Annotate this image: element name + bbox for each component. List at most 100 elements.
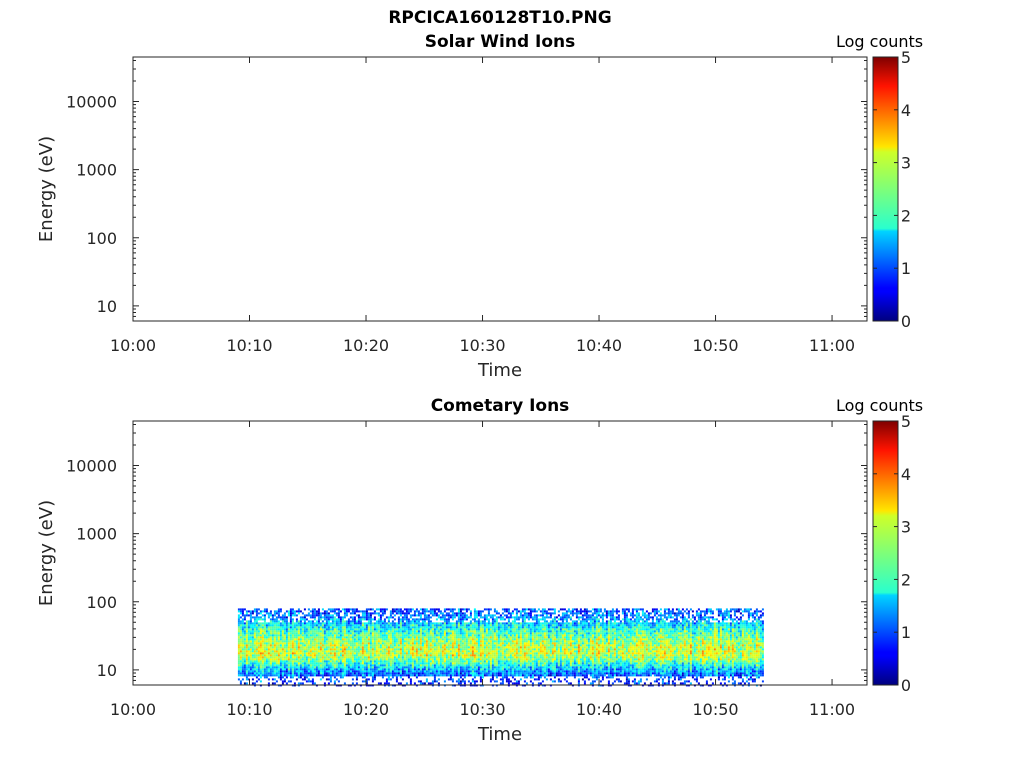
spectrogram-cell	[373, 654, 376, 657]
spectrogram-cell	[415, 622, 418, 625]
spectrogram-cell	[303, 630, 306, 633]
spectrogram-cell	[513, 660, 516, 663]
spectrogram-cell	[345, 608, 348, 611]
spectrogram-cell	[281, 618, 284, 621]
spectrogram-cell	[491, 644, 494, 647]
spectrogram-cell	[379, 682, 382, 685]
spectrogram-cell	[371, 622, 374, 625]
spectrogram-cell	[315, 612, 318, 615]
spectrogram-cell	[397, 668, 400, 671]
spectrogram-cell	[321, 620, 324, 623]
spectrogram-cell	[241, 674, 244, 677]
spectrogram-cell	[407, 622, 410, 625]
spectrogram-cell	[275, 638, 278, 641]
spectrogram-cell	[469, 620, 472, 623]
spectrogram-cell	[379, 654, 382, 657]
spectrogram-cell	[511, 644, 514, 647]
spectrogram-cell	[375, 648, 378, 651]
spectrogram-cell	[473, 632, 476, 635]
spectrogram-cell	[441, 638, 444, 641]
spectrogram-cell	[251, 632, 254, 635]
spectrogram-cell	[253, 636, 256, 639]
spectrogram-cell	[519, 628, 522, 631]
spectrogram-cell	[479, 652, 482, 655]
spectrogram-cell	[375, 670, 378, 673]
spectrogram-cell	[253, 630, 256, 633]
spectrogram-cell	[273, 666, 276, 669]
spectrogram-cell	[409, 670, 412, 673]
spectrogram-cell	[517, 656, 520, 659]
spectrogram-cell	[249, 620, 252, 623]
spectrogram-cell	[319, 612, 322, 615]
spectrogram-cell	[493, 650, 496, 653]
spectrogram-cell	[465, 664, 468, 667]
spectrogram-cell	[353, 634, 356, 637]
spectrogram-cell	[269, 652, 272, 655]
spectrogram-cell	[353, 612, 356, 615]
spectrogram-cell	[251, 666, 254, 669]
spectrogram-cell	[525, 614, 528, 617]
spectrogram-cell	[291, 608, 294, 611]
spectrogram-cell	[299, 674, 302, 677]
spectrogram-cell	[259, 668, 262, 671]
spectrogram-cell	[447, 644, 450, 647]
spectrogram-cell	[453, 646, 456, 649]
spectrogram-cell	[243, 666, 246, 669]
spectrogram-cell	[261, 630, 264, 633]
spectrogram-cell	[249, 642, 252, 645]
spectrogram-cell	[323, 630, 326, 633]
spectrogram-cell	[393, 640, 396, 643]
spectrogram-cell	[395, 678, 398, 681]
spectrogram-cell	[363, 616, 366, 619]
spectrogram-cell	[319, 660, 322, 663]
spectrogram-cell	[379, 660, 382, 663]
spectrogram-cell	[451, 642, 454, 645]
spectrogram-cell	[507, 646, 510, 649]
spectrogram-cell	[491, 670, 494, 673]
spectrogram-cell	[343, 626, 346, 629]
spectrogram-cell	[459, 656, 462, 659]
spectrogram-cell	[275, 640, 278, 643]
spectrogram-cell	[257, 636, 260, 639]
spectrogram-cell	[409, 682, 412, 685]
spectrogram-cell	[317, 612, 320, 615]
spectrogram-cell	[323, 650, 326, 653]
spectrogram-cell	[437, 674, 440, 677]
spectrogram-cell	[307, 654, 310, 657]
spectrogram-cell	[349, 664, 352, 667]
spectrogram-cell	[417, 664, 420, 667]
spectrogram-cell	[281, 648, 284, 651]
spectrogram-cell	[333, 652, 336, 655]
spectrogram-cell	[393, 610, 396, 613]
spectrogram-cell	[393, 636, 396, 639]
spectrogram-cell	[311, 658, 314, 661]
spectrogram-cell	[443, 634, 446, 637]
spectrogram-cell	[481, 634, 484, 637]
spectrogram-cell	[409, 660, 412, 663]
spectrogram-cell	[337, 622, 340, 625]
spectrogram-cell	[311, 644, 314, 647]
spectrogram-cell	[281, 650, 284, 653]
spectrogram-cell	[283, 632, 286, 635]
spectrogram-cell	[349, 668, 352, 671]
spectrogram-cell	[243, 682, 246, 685]
spectrogram-cell	[303, 662, 306, 665]
spectrogram-cell	[273, 636, 276, 639]
spectrogram-cell	[523, 632, 526, 635]
spectrogram-cell	[457, 674, 460, 677]
spectrogram-cell	[353, 630, 356, 633]
spectrogram-cell	[399, 624, 402, 627]
spectrogram-cell	[513, 622, 516, 625]
spectrogram-cell	[271, 632, 274, 635]
spectrogram-cell	[517, 666, 520, 669]
spectrogram-cell	[341, 646, 344, 649]
spectrogram-cell	[385, 678, 388, 681]
spectrogram-cell	[461, 666, 464, 669]
spectrogram-cell	[327, 662, 330, 665]
spectrogram-cell	[239, 642, 242, 645]
spectrogram-cell	[445, 658, 448, 661]
spectrogram-cell	[483, 664, 486, 667]
spectrogram-cell	[247, 634, 250, 637]
spectrogram-cell	[287, 668, 290, 671]
spectrogram-cell	[461, 616, 464, 619]
